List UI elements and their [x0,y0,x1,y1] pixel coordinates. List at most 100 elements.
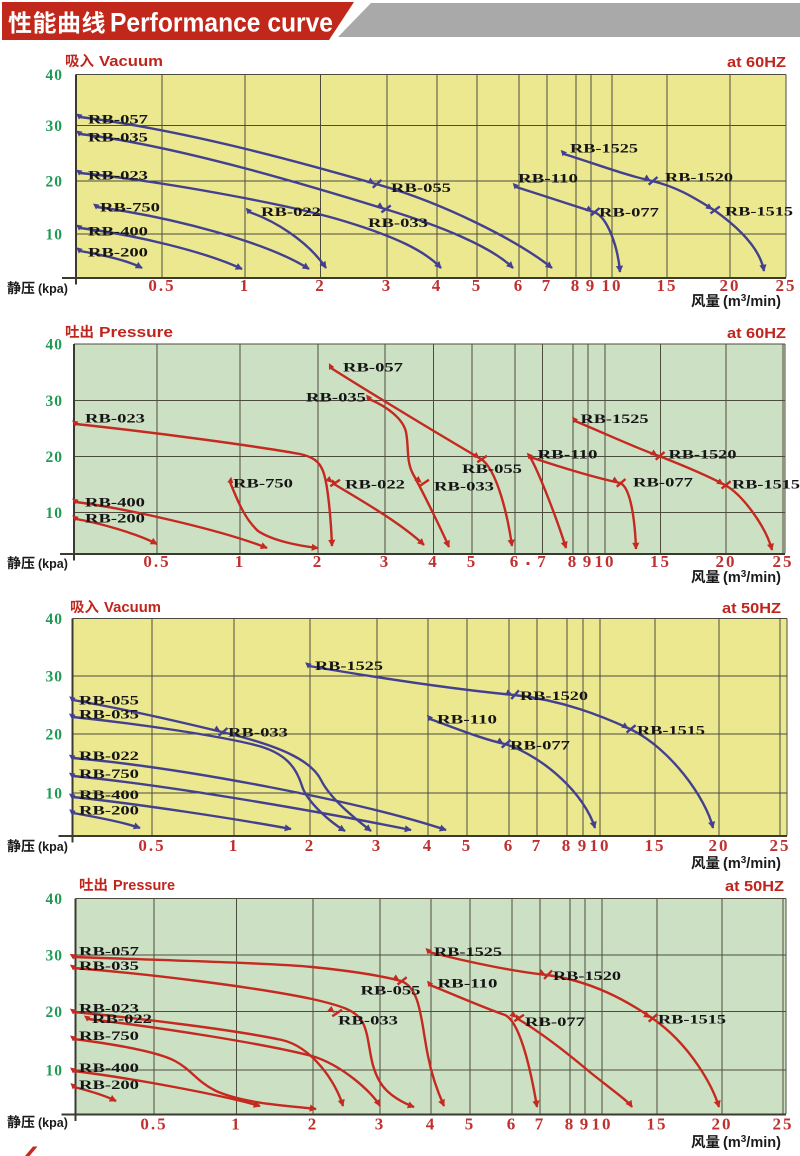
svg-text:RB-1515: RB-1515 [725,204,794,219]
svg-text:6: 6 [504,836,515,855]
svg-text:7: 7 [537,552,548,571]
svg-text:30: 30 [46,948,64,965]
svg-text:RB-035: RB-035 [79,707,140,722]
svg-text:3: 3 [375,1115,386,1134]
svg-text:RB-077: RB-077 [510,738,571,753]
svg-text:Pressure: Pressure [113,877,175,894]
svg-text:RB-750: RB-750 [100,200,160,215]
svg-text:at 60HZ: at 60HZ [727,325,786,342]
svg-text:RB-035: RB-035 [306,389,367,404]
svg-text:3: 3 [372,836,383,855]
svg-text:(m3/min): (m3/min) [723,1134,781,1151]
svg-text:25: 25 [776,276,797,295]
svg-text:0.5: 0.5 [138,836,165,855]
svg-text:9: 9 [580,1115,591,1134]
svg-text:7: 7 [542,276,553,295]
svg-text:RB-023: RB-023 [79,1001,140,1016]
svg-text:RB-110: RB-110 [518,171,578,186]
svg-text:1: 1 [229,836,240,855]
svg-text:20: 20 [46,174,64,191]
svg-text:1: 1 [231,1115,242,1134]
svg-text:2: 2 [308,1115,319,1134]
svg-text:15: 15 [650,552,671,571]
svg-text:7: 7 [532,836,543,855]
svg-text:2: 2 [313,552,324,571]
svg-text:RB-057: RB-057 [343,360,404,375]
svg-text:20: 20 [712,1115,733,1134]
svg-text:30: 30 [46,393,64,410]
svg-text:0.5: 0.5 [140,1115,167,1134]
svg-text:(kpa): (kpa) [38,840,68,854]
svg-text:8: 8 [568,552,579,571]
svg-text:40: 40 [46,67,64,84]
svg-text:3: 3 [380,552,391,571]
svg-text:4: 4 [428,552,439,571]
svg-text:RB-057: RB-057 [88,112,149,127]
svg-text:RB-1520: RB-1520 [553,968,621,983]
svg-text:15: 15 [647,1115,668,1134]
svg-text:RB-400: RB-400 [88,224,148,239]
svg-text:30: 30 [46,669,64,686]
svg-text:RB-023: RB-023 [88,168,149,183]
svg-text:3: 3 [382,276,393,295]
svg-text:1: 1 [240,276,251,295]
svg-text:RB-077: RB-077 [599,205,660,220]
svg-text:40: 40 [46,337,64,354]
svg-text:at 50HZ: at 50HZ [725,878,784,895]
svg-text:15: 15 [657,276,678,295]
svg-text:RB-022: RB-022 [345,477,405,492]
svg-text:RB-033: RB-033 [228,725,289,740]
svg-text:20: 20 [709,836,730,855]
svg-text:RB-750: RB-750 [79,1028,139,1043]
svg-text:4: 4 [423,836,434,855]
svg-text:10: 10 [595,552,616,571]
svg-text:RB-750: RB-750 [233,476,293,491]
svg-text:RB-022: RB-022 [92,1011,152,1026]
svg-text:(m3/min): (m3/min) [723,569,781,586]
svg-text:RB-110: RB-110 [437,712,497,727]
svg-text:(m3/min): (m3/min) [723,293,781,310]
svg-text:Performance curve: Performance curve [110,8,333,38]
svg-text:15: 15 [645,836,666,855]
svg-text:(kpa): (kpa) [38,557,68,571]
svg-text:9: 9 [583,552,594,571]
svg-text:RB-022: RB-022 [261,204,321,219]
svg-text:8: 8 [571,276,582,295]
svg-text:20: 20 [720,276,741,295]
svg-text:RB-200: RB-200 [88,245,148,260]
svg-text:RB-055: RB-055 [79,693,140,708]
svg-text:9: 9 [578,836,589,855]
svg-text:RB-055: RB-055 [361,983,422,998]
svg-text:RB-400: RB-400 [85,495,145,510]
svg-text:Pressure: Pressure [99,324,173,341]
svg-text:RB-033: RB-033 [338,1013,399,1028]
svg-text:RB-750: RB-750 [79,766,139,781]
svg-text:2: 2 [305,836,316,855]
svg-text:RB-1515: RB-1515 [637,723,706,738]
svg-text:0.5: 0.5 [143,552,170,571]
svg-text:RB-110: RB-110 [438,976,498,991]
svg-text:6: 6 [507,1115,518,1134]
svg-text:RB-077: RB-077 [633,475,694,490]
svg-text:10: 10 [46,505,64,522]
svg-text:RB-1525: RB-1525 [581,411,650,426]
svg-text:RB-033: RB-033 [434,479,495,494]
svg-text:RB-1525: RB-1525 [570,141,639,156]
svg-text:40: 40 [46,611,64,628]
svg-text:RB-400: RB-400 [79,1060,139,1075]
svg-text:RB-200: RB-200 [79,803,139,818]
svg-text:25: 25 [773,1115,794,1134]
svg-text:8: 8 [562,836,573,855]
svg-text:10: 10 [592,1115,613,1134]
svg-text:RB-077: RB-077 [525,1014,586,1029]
svg-text:RB-110: RB-110 [538,447,598,462]
svg-text:20: 20 [46,449,64,466]
svg-text:RB-057: RB-057 [79,944,140,959]
svg-text:RB-1525: RB-1525 [434,944,503,959]
svg-text:RB-200: RB-200 [79,1077,139,1092]
svg-text:10: 10 [46,786,64,803]
svg-text:RB-023: RB-023 [85,411,146,426]
svg-text:1: 1 [235,552,246,571]
svg-text:RB-1520: RB-1520 [669,447,737,462]
svg-text:RB-055: RB-055 [391,180,452,195]
